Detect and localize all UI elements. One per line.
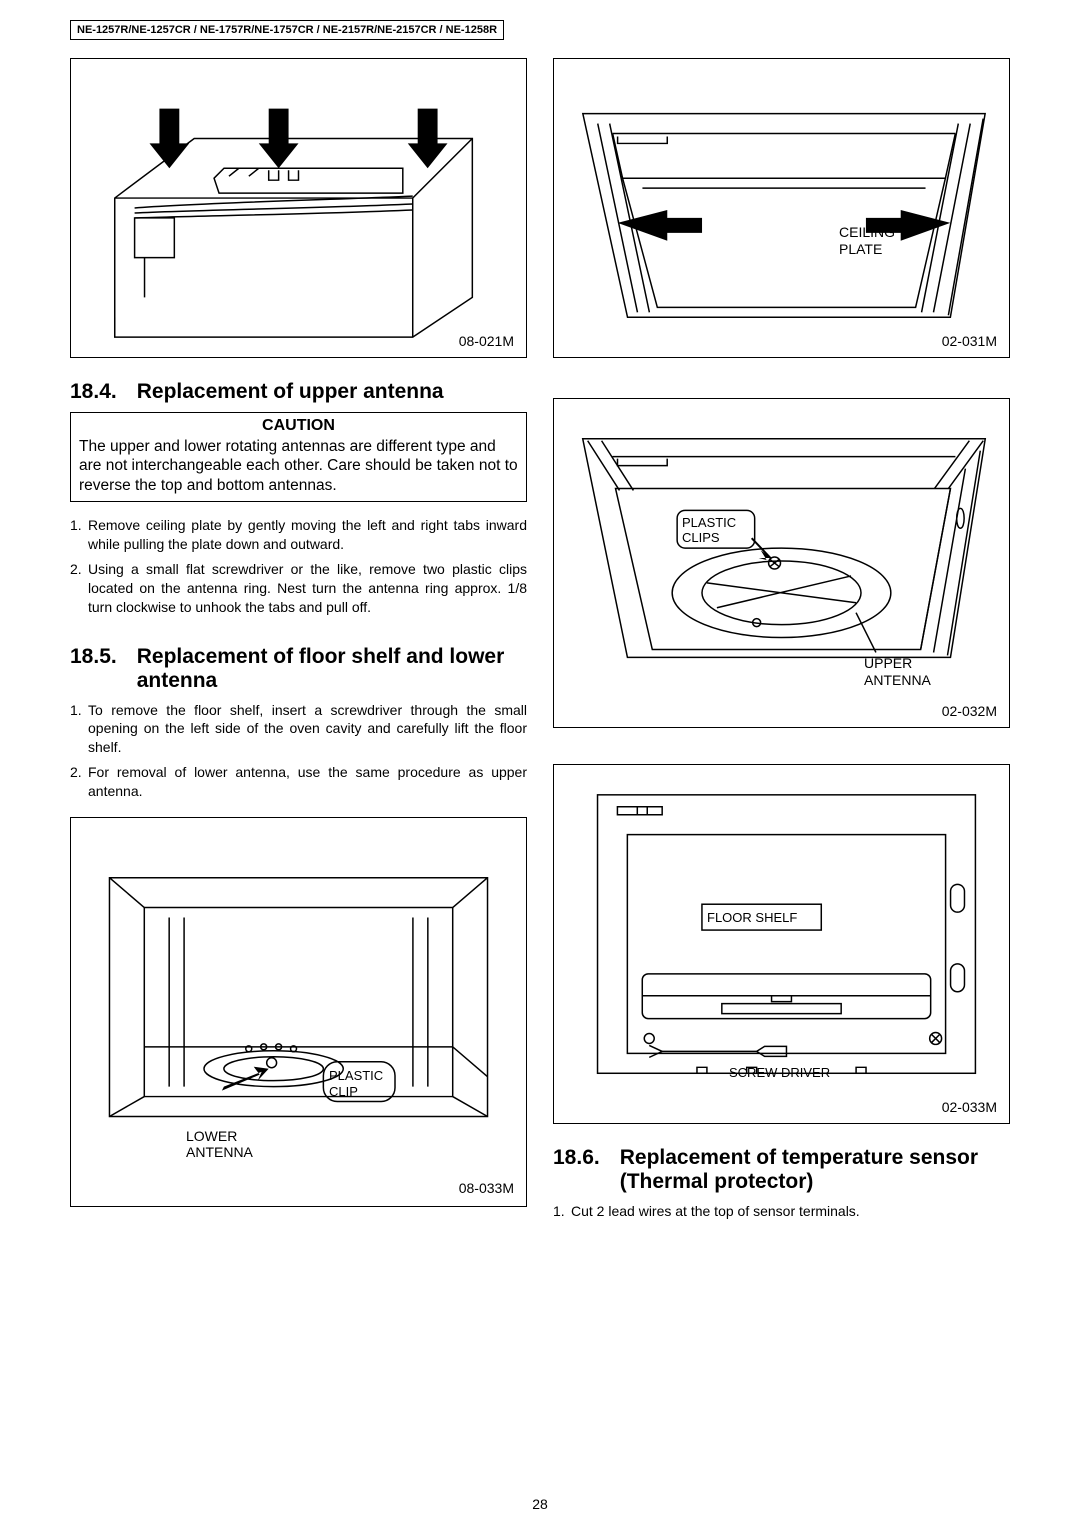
diagram-label: ANTENNA <box>186 1144 253 1160</box>
content-columns: 08-021M 18.4. Replacement of upper anten… <box>70 58 1010 1227</box>
diagram-label: PLATE <box>839 241 882 257</box>
section-18-6-heading: 18.6. Replacement of temperature sensor … <box>553 1146 1010 1194</box>
caution-text: The upper and lower rotating antennas ar… <box>79 437 518 495</box>
section-18-5-heading: 18.5. Replacement of floor shelf and low… <box>70 645 527 693</box>
list-item: Using a small flat screwdriver or the li… <box>70 560 527 617</box>
figure-ref: 08-033M <box>459 1180 514 1196</box>
diagram-label: SCREW DRIVER <box>729 1065 830 1080</box>
figure-02-031M: CEILING PLATE 02-031M <box>553 58 1010 358</box>
diagram-label: UPPER <box>864 655 912 671</box>
diagram-label: ANTENNA <box>864 672 931 688</box>
list-item: To remove the floor shelf, insert a scre… <box>70 701 527 758</box>
list-item: Cut 2 lead wires at the top of sensor te… <box>553 1202 1010 1221</box>
figure-ref: 02-031M <box>942 333 997 349</box>
diagram-label: PLASTIC <box>682 515 736 530</box>
section-title: Replacement of upper antenna <box>137 380 444 404</box>
list-item: Remove ceiling plate by gently moving th… <box>70 516 527 554</box>
figure-ref: 02-033M <box>942 1099 997 1115</box>
model-header: NE-1257R/NE-1257CR / NE-1757R/NE-1757CR … <box>70 20 504 40</box>
page-number: 28 <box>0 1496 1080 1512</box>
left-column: 08-021M 18.4. Replacement of upper anten… <box>70 58 527 1227</box>
steps-18-5: To remove the floor shelf, insert a scre… <box>70 701 527 807</box>
figure-ref: 08-021M <box>459 333 514 349</box>
section-title: Replacement of floor shelf and lower ant… <box>137 645 527 693</box>
list-item: For removal of lower antenna, use the sa… <box>70 763 527 801</box>
section-18-4-heading: 18.4. Replacement of upper antenna <box>70 380 527 404</box>
steps-18-6: Cut 2 lead wires at the top of sensor te… <box>553 1202 1010 1227</box>
figure-08-033M: PLASTIC CLIP LOWER ANTENNA 08-033M <box>70 817 527 1207</box>
figure-08-021M: 08-021M <box>70 58 527 358</box>
diagram-label: FLOOR SHELF <box>707 910 797 925</box>
diagram-label: LOWER <box>186 1128 237 1144</box>
steps-18-4: Remove ceiling plate by gently moving th… <box>70 516 527 622</box>
diagram-label: CEILING <box>839 224 895 240</box>
diagram-label: CLIPS <box>682 530 720 545</box>
figure-02-032M: PLASTIC CLIPS UPPER ANTENNA 02-032M <box>553 398 1010 728</box>
section-number: 18.6. <box>553 1146 600 1194</box>
right-column: CEILING PLATE 02-031M <box>553 58 1010 1227</box>
figure-02-033M: FLOOR SHELF SCREW DRIVER 02-033M <box>553 764 1010 1124</box>
diagram-label: PLASTIC <box>329 1068 383 1083</box>
diagram-label: CLIP <box>329 1084 358 1099</box>
caution-box: CAUTION The upper and lower rotating ant… <box>70 412 527 502</box>
section-number: 18.4. <box>70 380 117 404</box>
figure-ref: 02-032M <box>942 703 997 719</box>
section-number: 18.5. <box>70 645 117 693</box>
section-title: Replacement of temperature sensor (Therm… <box>620 1146 1010 1194</box>
caution-title: CAUTION <box>79 417 518 435</box>
